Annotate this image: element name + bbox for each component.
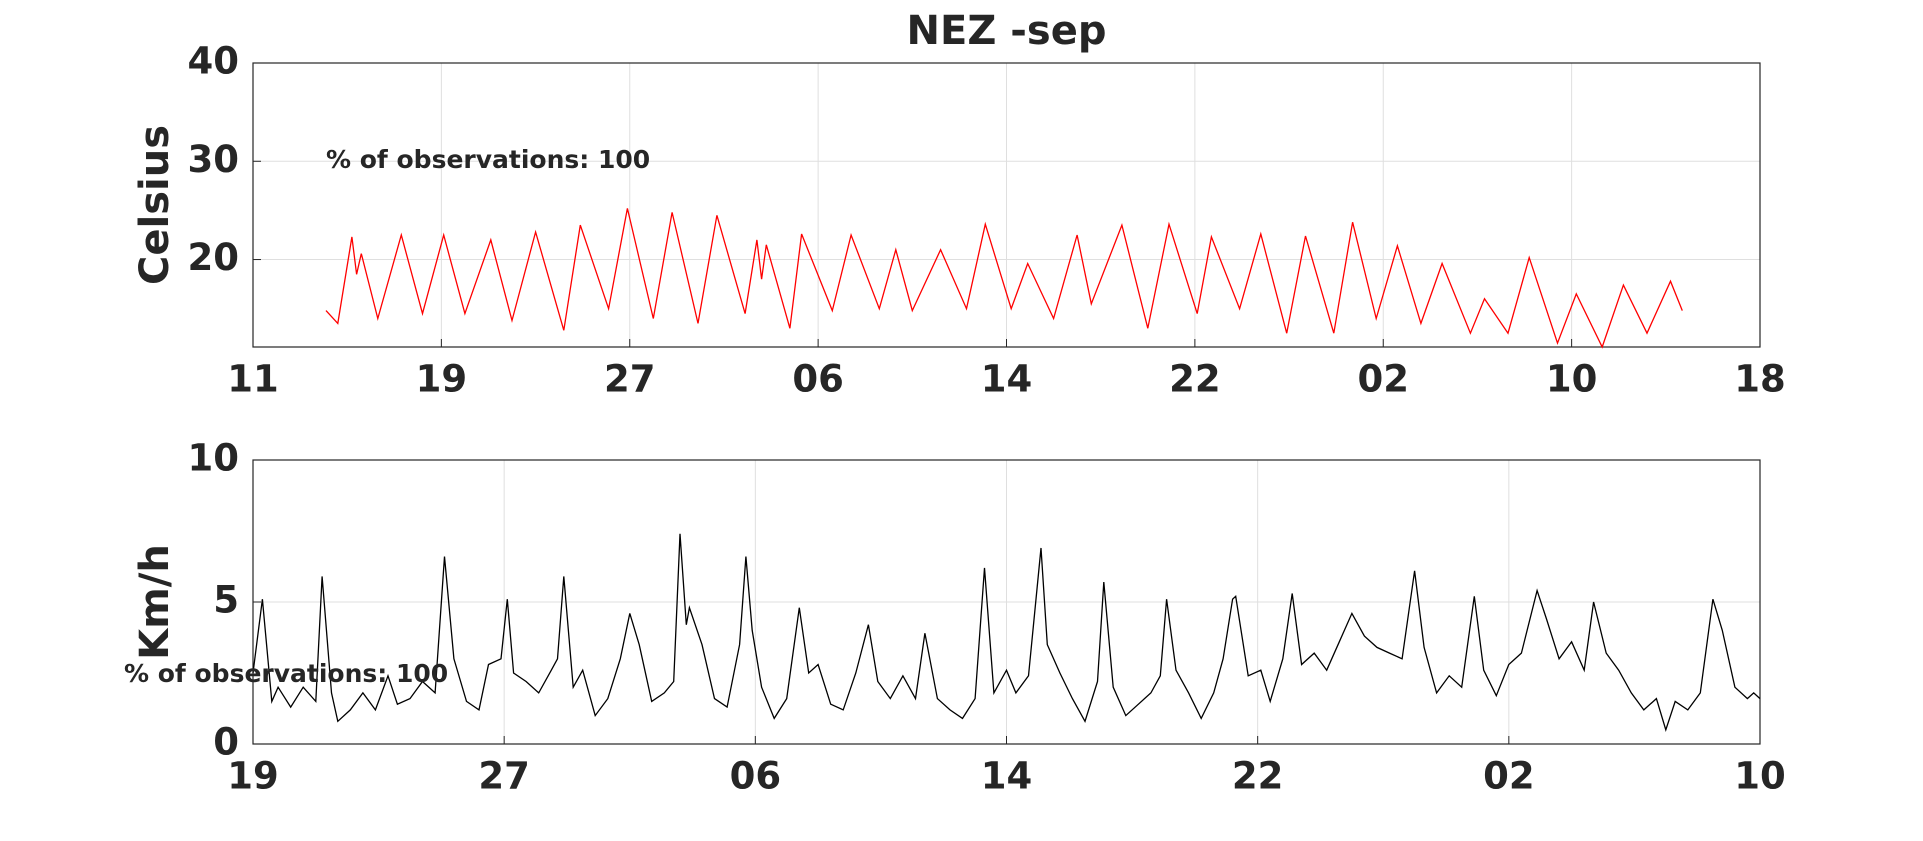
x-tick-label: 11 <box>227 358 279 401</box>
y-tick-label: 30 <box>188 138 240 181</box>
x-tick-label: 10 <box>1546 358 1598 401</box>
annotation: % of observations: 100 <box>326 145 650 174</box>
y-tick-label: 40 <box>188 40 240 83</box>
x-tick-label: 02 <box>1358 358 1410 401</box>
y-tick-label: 20 <box>188 236 240 279</box>
data-line <box>325 208 1683 349</box>
axes-box <box>252 459 1761 745</box>
x-tick-label: 14 <box>981 358 1033 401</box>
x-tick-label: 10 <box>1734 755 1786 798</box>
x-tick-label: 19 <box>227 755 279 798</box>
annotation: % of observations: 100 <box>124 659 448 688</box>
y-tick-label: 5 <box>213 579 239 622</box>
x-tick-label: 27 <box>604 358 656 401</box>
y-tick-label: 0 <box>213 721 239 764</box>
x-tick-label: 14 <box>981 755 1033 798</box>
y-axis-label: Km/h <box>132 544 178 660</box>
x-tick-label: 06 <box>730 755 782 798</box>
y-tick-label: 10 <box>188 437 240 480</box>
y-axis-label: Celsius <box>132 125 178 285</box>
x-tick-label: 22 <box>1232 755 1284 798</box>
x-tick-label: 02 <box>1483 755 1535 798</box>
chart-title: NEZ -sep <box>907 8 1107 54</box>
x-tick-label: 18 <box>1734 358 1786 401</box>
axes-box <box>252 62 1761 348</box>
data-line <box>252 533 1761 732</box>
x-tick-label: 27 <box>478 755 530 798</box>
x-tick-label: 19 <box>416 358 468 401</box>
x-tick-label: 22 <box>1169 358 1221 401</box>
x-tick-label: 06 <box>792 358 844 401</box>
